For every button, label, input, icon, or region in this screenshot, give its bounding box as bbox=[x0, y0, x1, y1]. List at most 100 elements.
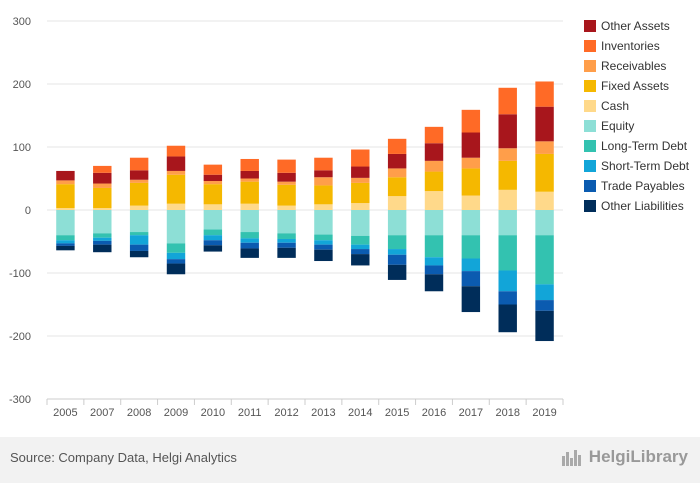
bar-segment-trade-payables bbox=[203, 240, 223, 246]
x-tick-label: 2005 bbox=[53, 407, 77, 419]
bar-segment-other-liabilities bbox=[166, 263, 186, 275]
bar-segment-other-liabilities bbox=[56, 245, 75, 251]
bar-segment-equity bbox=[351, 210, 370, 236]
bar-segment-long-term-debt bbox=[56, 235, 75, 241]
y-tick-label: 0 bbox=[25, 205, 31, 217]
x-tick-label: 2007 bbox=[90, 407, 114, 419]
x-tick-label: 2017 bbox=[459, 407, 483, 419]
bar-segment-other-liabilities bbox=[424, 274, 444, 292]
bar-segment-trade-payables bbox=[240, 242, 259, 249]
legend-label: Cash bbox=[601, 99, 629, 113]
y-tick-label: 200 bbox=[13, 79, 31, 91]
bar-segment-receivables bbox=[129, 179, 149, 183]
bar-segment-short-term-debt bbox=[461, 258, 481, 272]
bar-segment-long-term-debt bbox=[351, 235, 370, 245]
bar-segment-fixed-assets bbox=[387, 177, 407, 197]
bar-segment-cash bbox=[498, 189, 517, 210]
x-tick-label: 2011 bbox=[238, 407, 262, 419]
bar-segment-receivables bbox=[387, 168, 407, 178]
bar-segment-trade-payables bbox=[351, 249, 370, 255]
bar-segment-other-assets bbox=[535, 106, 554, 142]
bar-segment-trade-payables bbox=[166, 259, 186, 264]
x-tick-label: 2015 bbox=[385, 407, 409, 419]
bar-segment-other-assets bbox=[93, 172, 112, 184]
bar-segment-fixed-assets bbox=[424, 171, 444, 192]
bar-segment-long-term-debt bbox=[277, 233, 296, 239]
legend-label: Trade Payables bbox=[601, 179, 685, 193]
bar-segment-equity bbox=[387, 210, 407, 236]
legend-label: Inventories bbox=[601, 39, 660, 53]
bar-segment-long-term-debt bbox=[387, 235, 407, 250]
y-tick-label: -200 bbox=[9, 331, 31, 343]
bar-segment-fixed-assets bbox=[498, 160, 517, 190]
y-axis-ticks: 300 200 100 0 -100 -200 -300 bbox=[9, 16, 31, 406]
bar-segment-trade-payables bbox=[129, 244, 149, 251]
bar-segment-other-assets bbox=[387, 153, 407, 169]
bar-segment-equity bbox=[93, 210, 112, 234]
bar-segment-inventories bbox=[203, 164, 223, 175]
bar-segment-inventories bbox=[314, 157, 333, 171]
bar-segment-receivables bbox=[424, 160, 444, 172]
bar-segment-receivables bbox=[166, 170, 186, 175]
bar-segment-other-assets bbox=[240, 170, 259, 179]
bar-segment-short-term-debt bbox=[424, 257, 444, 266]
bar-segment-trade-payables bbox=[424, 265, 444, 275]
bar-segment-inventories bbox=[277, 159, 296, 173]
legend-swatch bbox=[584, 60, 596, 72]
bar-segment-cash bbox=[93, 208, 112, 210]
legend-swatch bbox=[584, 20, 596, 32]
legend-swatch bbox=[584, 140, 596, 152]
bar-segment-fixed-assets bbox=[351, 182, 370, 204]
bar-segment-other-assets bbox=[424, 143, 444, 161]
bar-segment-inventories bbox=[424, 126, 444, 144]
x-tick-label: 2009 bbox=[164, 407, 188, 419]
legend-swatch bbox=[584, 80, 596, 92]
bar-segment-cash bbox=[461, 195, 481, 210]
bar-segment-cash bbox=[424, 191, 444, 210]
bar-segment-other-assets bbox=[314, 170, 333, 178]
bar-segment-fixed-assets bbox=[166, 174, 186, 204]
y-tick-label: -100 bbox=[9, 268, 31, 280]
bar-segment-equity bbox=[461, 210, 481, 236]
bar-segment-inventories bbox=[351, 149, 370, 167]
bar-segment-cash bbox=[387, 196, 407, 210]
brand-logo[interactable]: HelgiLibrary bbox=[561, 447, 688, 467]
bar-segment-equity bbox=[240, 210, 259, 233]
grid-lines bbox=[47, 20, 563, 400]
x-tick-label: 2012 bbox=[274, 407, 298, 419]
bar-segment-cash bbox=[166, 203, 186, 210]
legend-swatch bbox=[584, 200, 596, 212]
bar-segment-cash bbox=[240, 203, 259, 210]
bar-segment-other-assets bbox=[129, 170, 149, 180]
bar-segment-trade-payables bbox=[498, 291, 517, 305]
bar-segment-fixed-assets bbox=[535, 153, 554, 192]
bar-segment-receivables bbox=[240, 178, 259, 182]
bar-segment-inventories bbox=[535, 81, 554, 107]
legend-label: Equity bbox=[601, 119, 634, 133]
bar-segment-receivables bbox=[93, 183, 112, 188]
x-tick-label: 2008 bbox=[127, 407, 151, 419]
legend-label: Long-Term Debt bbox=[601, 139, 688, 153]
bar-segment-receivables bbox=[461, 157, 481, 169]
bar-segment-receivables bbox=[277, 181, 296, 185]
bar-segment-long-term-debt bbox=[166, 243, 186, 253]
x-tick-label: 2014 bbox=[348, 407, 372, 419]
bar-segment-equity bbox=[56, 210, 75, 236]
bar-segment-other-liabilities bbox=[314, 249, 333, 262]
bar-segment-long-term-debt bbox=[314, 234, 333, 241]
bar-segment-receivables bbox=[351, 177, 370, 183]
bar-segment-cash bbox=[277, 205, 296, 210]
bar-segment-fixed-assets bbox=[93, 187, 112, 209]
bar-segment-equity bbox=[277, 210, 296, 234]
bar-segment-cash bbox=[535, 191, 554, 210]
bar-segment-other-assets bbox=[56, 170, 75, 181]
y-tick-label: 300 bbox=[13, 16, 31, 28]
bar-segment-fixed-assets bbox=[240, 181, 259, 204]
bar-segment-other-liabilities bbox=[387, 264, 407, 280]
bar-segment-short-term-debt bbox=[93, 237, 112, 241]
bar-segment-other-liabilities bbox=[129, 250, 149, 258]
bar-segment-inventories bbox=[498, 87, 517, 115]
bar-segment-other-liabilities bbox=[498, 304, 517, 333]
bar-segment-other-liabilities bbox=[240, 248, 259, 258]
legend-swatch bbox=[584, 40, 596, 52]
